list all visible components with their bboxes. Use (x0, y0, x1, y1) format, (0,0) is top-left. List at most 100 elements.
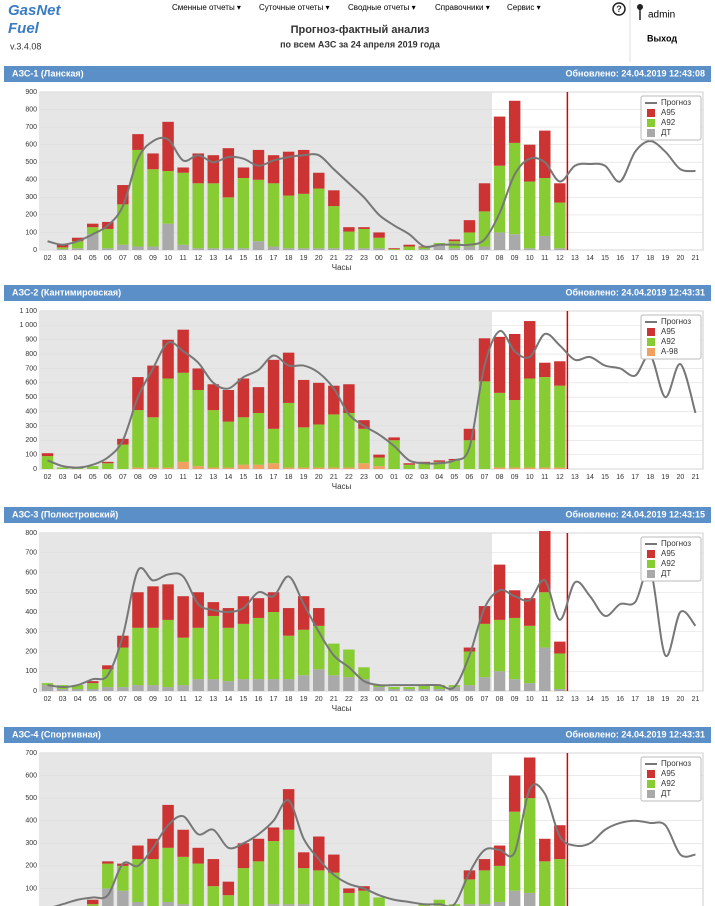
x-tick-label: 16 (255, 474, 263, 481)
x-tick-label: 01 (390, 474, 398, 481)
bar-segment (222, 895, 235, 906)
bar-segment (237, 596, 250, 624)
bar-segment (478, 904, 491, 906)
x-tick-label: 06 (104, 255, 112, 262)
x-tick-label: 10 (526, 474, 534, 481)
y-tick-label: 600 (25, 142, 37, 149)
bar-segment (177, 856, 189, 905)
key-icon (637, 4, 643, 10)
bar-segment (523, 321, 536, 379)
bar-segment (177, 685, 189, 691)
bar-segment (267, 463, 280, 469)
x-tick-label: 21 (692, 696, 700, 703)
menu-item[interactable]: Сменные отчеты ▾ (172, 3, 241, 12)
y-tick-label: 1 000 (19, 322, 37, 329)
bar-segment (328, 206, 340, 249)
panel-header (4, 285, 711, 301)
legend-label: ДТ (661, 569, 671, 578)
panel-header (4, 507, 711, 523)
bar-segment (463, 428, 476, 441)
y-tick-label: 600 (25, 380, 37, 387)
x-tick-label: 07 (481, 474, 489, 481)
bar-segment (282, 904, 295, 906)
bar-segment (313, 188, 325, 249)
bar-segment (102, 228, 114, 249)
bar-segment (433, 461, 446, 469)
bar-segment (132, 134, 144, 150)
x-tick-label: 18 (285, 696, 293, 703)
bar-segment (358, 463, 370, 469)
legend-swatch (647, 338, 655, 346)
help-icon[interactable] (612, 2, 626, 16)
bar-segment (162, 687, 174, 691)
bar-segment (177, 372, 189, 462)
menu-item[interactable]: Сервис ▾ (507, 3, 541, 12)
bar-segment (56, 467, 69, 469)
bar-segment (267, 904, 280, 906)
logout[interactable]: Выход (647, 33, 677, 43)
y-tick-label: 700 (25, 124, 37, 131)
y-tick-label: 600 (25, 772, 37, 779)
bar-segment (539, 647, 551, 691)
bar-segment (282, 248, 295, 250)
x-tick-label: 19 (661, 696, 669, 703)
bar-segment (102, 669, 114, 688)
bar-segment (313, 172, 325, 189)
menu-item[interactable]: Справочники ▾ (435, 3, 490, 12)
x-tick-label: 16 (616, 255, 624, 262)
bar-segment (297, 193, 310, 249)
x-tick-label: 17 (631, 696, 639, 703)
panel-title: АЗС-4 (Спортивная) (12, 729, 101, 739)
bar-segment (56, 249, 69, 250)
user[interactable]: admin (648, 10, 675, 21)
x-tick-label: 12 (194, 255, 202, 262)
x-tick-label: 17 (631, 255, 639, 262)
x-tick-label: 06 (466, 696, 474, 703)
bar-segment (147, 169, 159, 247)
x-tick-label: 08 (134, 696, 142, 703)
bar-segment (493, 901, 506, 906)
x-tick-label: 12 (556, 255, 564, 262)
y-tick-label: 200 (25, 437, 37, 444)
x-tick-label: 10 (164, 696, 172, 703)
y-tick-label: 400 (25, 818, 37, 825)
bar-segment (313, 625, 325, 670)
menu-item[interactable]: Суточные отчеты ▾ (259, 3, 330, 12)
bar-segment (117, 185, 129, 205)
bar-segment (493, 845, 506, 866)
x-tick-label: 19 (300, 255, 308, 262)
bar-segment (297, 248, 310, 250)
bar-segment (207, 615, 220, 680)
forecast-line (53, 783, 696, 906)
bar-segment (237, 464, 250, 469)
menu-item[interactable]: Сводные отчеты ▾ (348, 3, 416, 12)
bar-segment (373, 454, 385, 458)
bar-segment (358, 228, 370, 249)
x-tick-label: 04 (74, 696, 82, 703)
bar-segment (267, 428, 280, 464)
x-tick-label: 22 (345, 255, 353, 262)
bar-segment (373, 466, 385, 469)
bar-segment (358, 227, 370, 229)
legend-label: А95 (661, 549, 676, 558)
x-tick-label: 23 (360, 474, 368, 481)
bar-segment (554, 385, 566, 468)
bar-segment (147, 685, 159, 691)
bar-segment (433, 899, 446, 906)
y-tick-label: 0 (33, 466, 37, 473)
bar-segment (87, 689, 99, 691)
bar-segment (358, 420, 370, 429)
bar-segment (313, 467, 325, 469)
x-tick-label: 11 (541, 474, 548, 481)
bar-segment (433, 685, 446, 690)
x-tick-label: 20 (315, 696, 323, 703)
bar-segment (523, 181, 536, 249)
bar-segment (267, 679, 280, 691)
bar-segment (177, 829, 189, 857)
y-tick-label: 800 (25, 106, 37, 113)
bar-segment (102, 888, 114, 906)
legend-swatch (647, 780, 655, 788)
bar-segment (237, 623, 250, 680)
bar-segment (448, 239, 461, 242)
legend-label: А95 (661, 108, 676, 117)
